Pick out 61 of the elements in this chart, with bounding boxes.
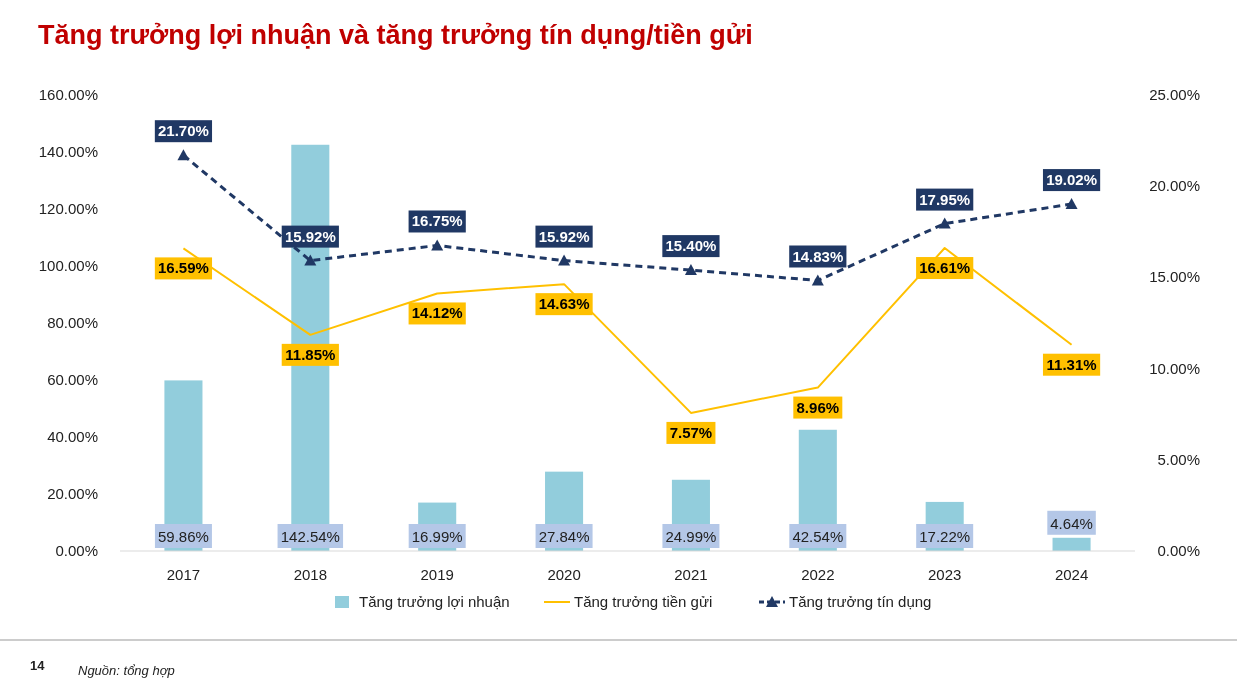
data-label: 11.85% bbox=[285, 345, 336, 363]
y2-tick-label: 25.00% bbox=[1149, 86, 1200, 103]
data-label: 19.02% bbox=[1046, 171, 1097, 189]
data-label: 7.57% bbox=[669, 423, 713, 441]
text: 14 bbox=[30, 658, 46, 673]
y2-tick-label: 10.00% bbox=[1149, 359, 1200, 377]
data-label: 15.92% bbox=[538, 227, 590, 245]
y-tick-label: 140.00% bbox=[38, 143, 98, 160]
text: Nguồn: tổng hợp bbox=[78, 663, 175, 678]
y-tick-label: 40.00% bbox=[47, 428, 98, 445]
data-label: 14.63% bbox=[538, 295, 590, 313]
y-tick-label: 20.00% bbox=[47, 485, 98, 502]
data-label: 42.54% bbox=[792, 528, 844, 545]
legend-label: Tăng trưởng tiền gửi bbox=[574, 593, 713, 610]
y2-tick-label: 20.00% bbox=[1149, 177, 1200, 195]
y-tick-label: 0.00% bbox=[55, 542, 98, 559]
x-tick-label: 2021 bbox=[674, 566, 708, 583]
data-label: 17.22% bbox=[919, 528, 971, 545]
point bbox=[938, 217, 951, 229]
data-label: 14.12% bbox=[411, 304, 463, 322]
y2-tick-label: 15.00% bbox=[1149, 268, 1200, 286]
x-tick-label: 2020 bbox=[547, 566, 581, 583]
x-tick-label: 2024 bbox=[1054, 566, 1089, 583]
x-tick-label: 2019 bbox=[420, 566, 454, 583]
data-label: 59.86% bbox=[158, 528, 209, 545]
x-tick-label: 2023 bbox=[928, 566, 962, 583]
point bbox=[304, 254, 317, 266]
data-label: 15.92% bbox=[284, 227, 336, 245]
x-tick-label: 2017 bbox=[166, 566, 201, 583]
y-tick-label: 60.00% bbox=[47, 371, 98, 388]
y-tick-label: 160.00% bbox=[38, 86, 98, 103]
data-label: 4.64% bbox=[1050, 514, 1093, 532]
chart-title: Tăng trưởng lợi nhuận và tăng trưởng tín dụng/tiền gửi bbox=[38, 20, 753, 50]
x-tick-label: 2018 bbox=[293, 566, 327, 583]
point bbox=[177, 149, 190, 161]
point bbox=[684, 264, 697, 276]
legend-label: Tăng trưởng tín dụng bbox=[789, 593, 932, 610]
data-label: 27.84% bbox=[538, 528, 590, 545]
y2-tick-label: 5.00% bbox=[1157, 450, 1200, 468]
data-label: 11.31% bbox=[1046, 355, 1097, 373]
data-label: 16.61% bbox=[919, 259, 971, 277]
point bbox=[431, 239, 444, 251]
legend-label: Tăng trưởng lợi nhuận bbox=[359, 593, 510, 610]
point bbox=[558, 254, 571, 266]
data-label: 16.75% bbox=[411, 212, 463, 230]
y-tick-label: 100.00% bbox=[38, 257, 98, 274]
data-label: 142.54% bbox=[280, 528, 340, 545]
data-label: 17.95% bbox=[919, 190, 971, 208]
data-label: 16.59% bbox=[158, 259, 209, 277]
x-tick-label: 2022 bbox=[801, 566, 835, 583]
y2-tick-label: 0.00% bbox=[1157, 542, 1200, 559]
data-label: 15.40% bbox=[665, 237, 717, 255]
data-label: 14.83% bbox=[792, 247, 844, 265]
point bbox=[811, 274, 824, 286]
data-label: 21.70% bbox=[158, 122, 209, 140]
data-label: 24.99% bbox=[665, 528, 717, 545]
data-label: 8.96% bbox=[796, 398, 840, 416]
y-tick-label: 80.00% bbox=[47, 314, 98, 331]
y-tick-label: 120.00% bbox=[38, 200, 98, 217]
data-label: 16.99% bbox=[411, 528, 463, 545]
point bbox=[1065, 198, 1078, 210]
